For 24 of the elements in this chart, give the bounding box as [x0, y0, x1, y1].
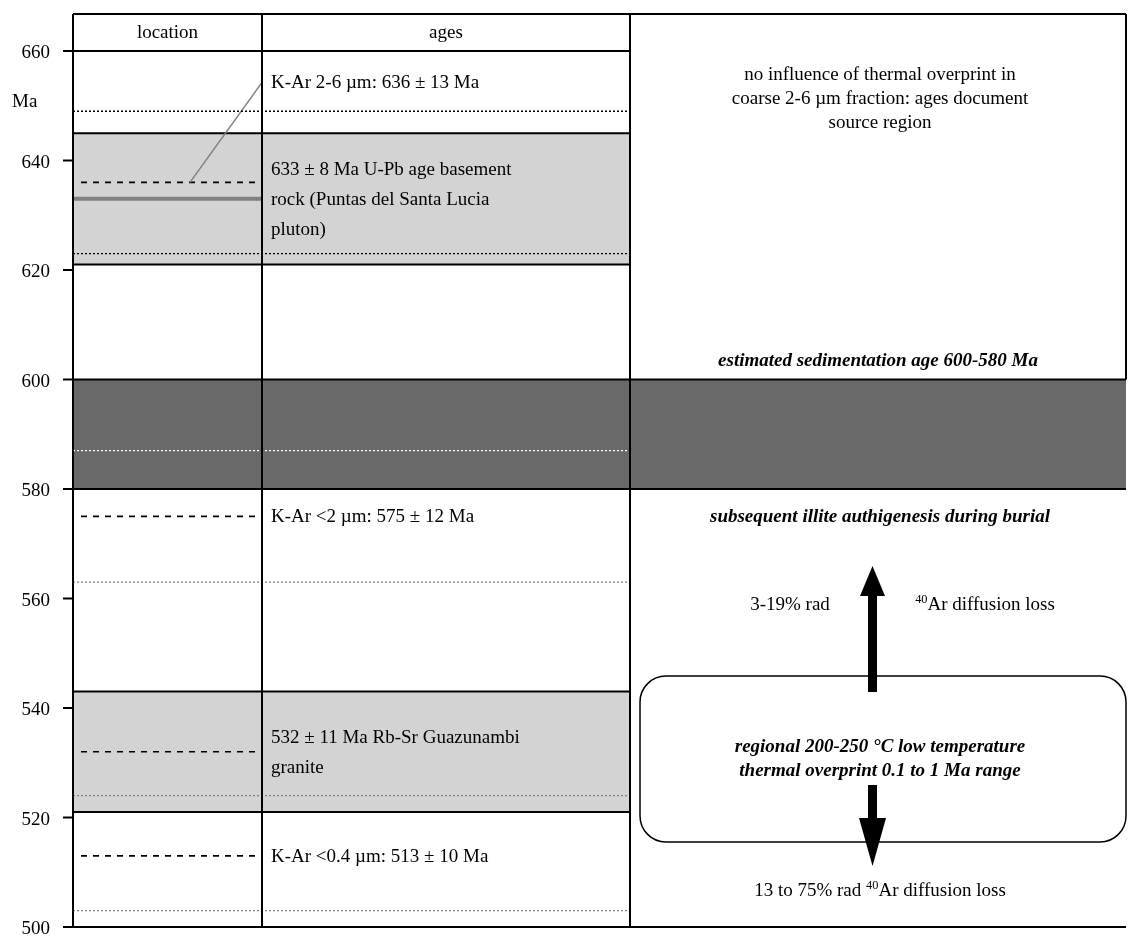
text: 13 to 75% rad $^{40}$Ar diffusion loss	[754, 878, 1006, 900]
text: $^{40}$Ar diffusion loss	[915, 592, 1055, 614]
y-tick-label: 620	[21, 260, 50, 281]
y-tick-label: 600	[21, 369, 50, 391]
band-label: estimated sedimentation age 600-580 Ma	[718, 348, 1039, 370]
y-tick-label: 540	[21, 698, 50, 719]
y-tick-label: 580	[21, 479, 50, 500]
ref-line-label: 532 ± 11 Ma Rb-Sr Guazunambi granite	[271, 725, 520, 777]
y-tick-label: 560	[21, 588, 50, 610]
ref-line-label: K-Ar <2 µm: 575 ± 12 Ma	[271, 505, 475, 527]
text: subsequent illite authigenesis during burial	[709, 505, 1051, 526]
ref-line-label: K-Ar <0.4 µm: 513 ± 10 Ma	[271, 844, 489, 866]
y-axis-title: Ma	[12, 90, 38, 111]
text: no influence of thermal overprint in coarse 2-6 µm fraction: ages document source region	[731, 63, 1029, 132]
ref-line-label: K-Ar 2-6 µm: 636 ± 13 Ma	[271, 71, 480, 93]
y-tick-label: 520	[21, 807, 50, 829]
ref-line-label: 633 ± 8 Ma U-Pb age basement rock (Puntas del Santa Lucia pluton)	[271, 157, 513, 240]
y-tick-label: 500	[21, 917, 50, 938]
y-tick-label: 640	[21, 150, 50, 172]
x-tick-label: ages	[429, 21, 463, 42]
text: 3-19% rad	[750, 593, 831, 614]
text: regional 200-250 °C low temperature thermal overprint 0.1 to 1 Ma range	[734, 735, 1026, 780]
y-tick-label: 660	[21, 41, 50, 62]
x-tick-label: location	[136, 21, 199, 42]
